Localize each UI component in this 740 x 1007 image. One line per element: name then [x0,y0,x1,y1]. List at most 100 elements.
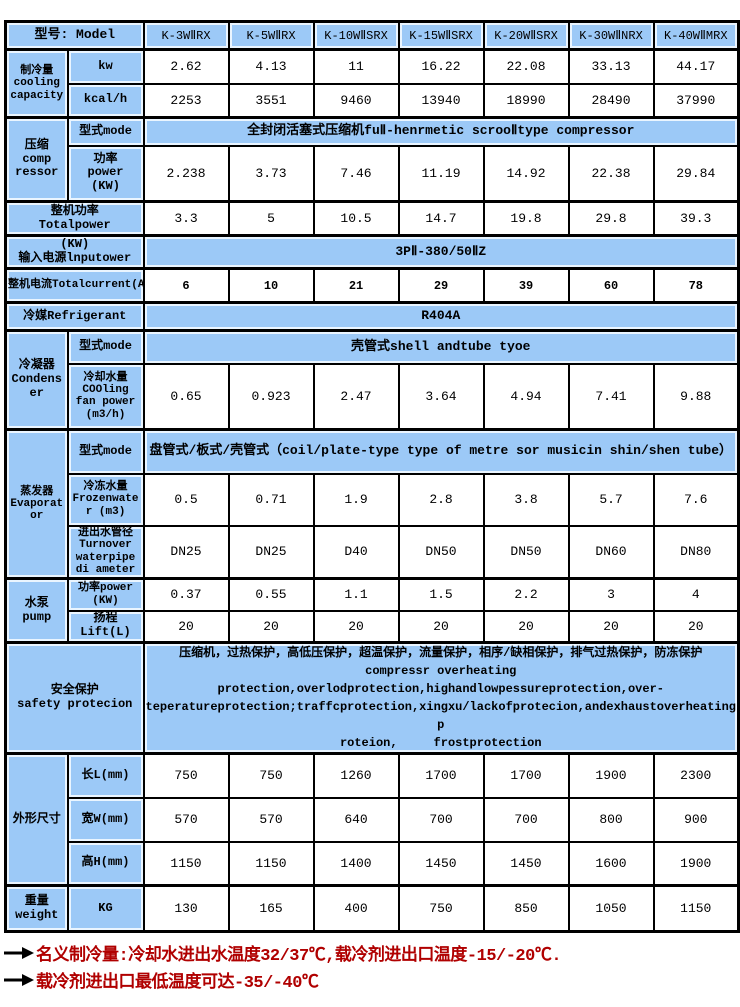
width-label: 宽W(mm) [66,796,145,843]
model-header-label: 型号: Model [4,20,145,51]
value-cell: DN50 [482,524,570,580]
condenser-mode-label: 型式mode [66,329,145,365]
pump-lift-row: 扬程 Lift(L) 20 20 20 20 20 20 20 [6,609,740,644]
total-power-row: 整机功率 Totalpower 3.3 5 10.5 14.7 19.8 29.8 39.3 [4,200,740,237]
safety-row: 安全保护 safety protecion 压缩机，过热保护，高低压保护，超温保… [4,641,740,755]
value-cell: 7.41 [567,362,655,431]
value-cell: 1450 [482,840,570,887]
value-cell: 1450 [397,840,485,887]
input-power-label: (KW) 输入电源lnputower [4,234,145,270]
value-cell: 1400 [312,840,400,887]
value-cell: 3.73 [227,144,315,203]
value-cell: 20 [312,609,400,644]
value-cell: K-3WⅡRX [142,20,230,51]
value-cell: 750 [142,752,230,799]
value-cell: 7.46 [312,144,400,203]
spec-table: 型号: Model K-3WⅡRX K-5WⅡRX K-10WⅡSRX K-15WⅡS… [4,20,740,933]
value-cell: 1150 [142,840,230,887]
value-cell: 4 [652,577,740,612]
value-cell: 0.923 [227,362,315,431]
value-cell: 21 [312,267,400,304]
value-cell: 22.08 [482,48,570,85]
kw-label: kw [66,48,145,85]
value-cell: 28490 [567,82,655,119]
value-cell: 3.3 [142,200,230,237]
value-cell: 20 [652,609,740,644]
value-cell: 1900 [652,840,740,887]
value-cell: 39 [482,267,570,304]
value-cell: 11 [312,48,400,85]
total-current-row: 整机电流Totalcurrent(A) 6 10 21 29 39 60 78 [4,267,740,304]
total-current-label: 整机电流Totalcurrent(A) [4,267,145,304]
value-cell: 16.22 [397,48,485,85]
note-line: 名义制冷量:冷却水进出水温度32/37℃,载冷剂进出口温度-15/-20℃. [4,940,740,966]
evaporator-mode-value: 盘管式/板式/壳管式（coil/plate-type type of metre… [142,428,740,475]
value-cell: 1150 [227,840,315,887]
weight-group-label: 重量 weight [4,884,69,933]
cooling-kcal-row: kcal/h 2253 3551 9460 13940 18990 28490 37990 [6,82,740,119]
value-cell: K-15WⅡSRX [397,20,485,51]
refrigerant-row: 冷媒Refrigerant R404A [4,301,740,332]
value-cell: 0.55 [227,577,315,612]
value-cell: 18990 [482,82,570,119]
weight-row: 重量 weight KG 130 165 400 750 850 1050 1150 [4,884,740,933]
arrow-icon [4,974,34,986]
value-cell: 33.13 [567,48,655,85]
note-text: 名义制冷量:冷却水进出水温度32/37℃,载冷剂进出口温度-15/-20℃. [36,947,562,966]
value-cell: 640 [312,796,400,843]
value-cell: 4.94 [482,362,570,431]
value-cell: 750 [227,752,315,799]
value-cell: 29.84 [652,144,740,203]
value-cell: 570 [227,796,315,843]
value-cell: 0.71 [227,472,315,527]
evaporator-mode-label: 型式mode [66,428,145,475]
value-cell: 850 [482,884,570,933]
dimension-width-row: 宽W(mm) 570 570 640 700 700 800 900 [6,796,740,843]
evaporator-pipe-row: 进出水管径 Turnover waterpipe di ameter DN25 D… [6,524,740,580]
value-cell: 10 [227,267,315,304]
value-cell: 2.47 [312,362,400,431]
compressor-mode-value: 全封闭活塞式压缩机fuⅡ-henrmetic scrooⅡtype compre… [142,116,740,147]
value-cell: 3.64 [397,362,485,431]
value-cell: 14.7 [397,200,485,237]
arrow-icon [4,947,34,959]
footnotes: 名义制冷量:冷却水进出水温度32/37℃,载冷剂进出口温度-15/-20℃. 载… [4,940,740,993]
dimension-height-row: 高H(mm) 1150 1150 1400 1450 1450 1600 1900 [6,840,740,887]
value-cell: 800 [567,796,655,843]
value-cell: 44.17 [652,48,740,85]
refrigerant-label: 冷媒Refrigerant [4,301,145,332]
value-cell: DN25 [142,524,230,580]
value-cell: K-10WⅡSRX [312,20,400,51]
value-cell: DN50 [397,524,485,580]
value-cell: 9460 [312,82,400,119]
value-cell: 20 [397,609,485,644]
refrigerant-value: R404A [142,301,740,332]
condenser-group-label: 冷凝器 Condenser [4,329,69,431]
evaporator-frozen-row: 冷冻水量 Frozenwater (m3) 0.5 0.71 1.9 2.8 3.8 5.… [6,472,740,527]
value-cell: 1.5 [397,577,485,612]
value-cell: 3 [567,577,655,612]
value-cell: 1700 [397,752,485,799]
value-cell: DN80 [652,524,740,580]
value-cell: 29 [397,267,485,304]
total-power-label: 整机功率 Totalpower [4,200,145,237]
value-cell: 130 [142,884,230,933]
pump-lift-label: 扬程 Lift(L) [66,609,145,644]
value-cell: 2253 [142,82,230,119]
value-cell: K-20WⅡSRX [482,20,570,51]
value-cell: 10.5 [312,200,400,237]
value-cell: K-30WⅡNRX [567,20,655,51]
note-text: 载冷剂进出口最低温度可达-35/-40℃ [36,974,319,993]
value-cell: 0.37 [142,577,230,612]
safety-label: 安全保护 safety protecion [4,641,145,755]
pump-power-row: 水泵 pump 功率power (KW) 0.37 0.55 1.1 1.5 2.2 3 4 [4,577,740,644]
value-cell: 78 [652,267,740,304]
kcal-label: kcal/h [66,82,145,119]
condenser-water-row: 冷却水量 COOling fan power (m3/h) 0.65 0.923 2… [6,362,740,431]
cooling-group-label: 制冷量 cooling capacity [4,48,69,119]
condenser-mode-value: 壳管式shell andtube tyoe [142,329,740,365]
condenser-mode-row: 冷凝器 Condenser 型式mode 壳管式shell andtube ty… [4,329,740,431]
value-cell: 20 [142,609,230,644]
value-cell: 700 [397,796,485,843]
value-cell: 4.13 [227,48,315,85]
